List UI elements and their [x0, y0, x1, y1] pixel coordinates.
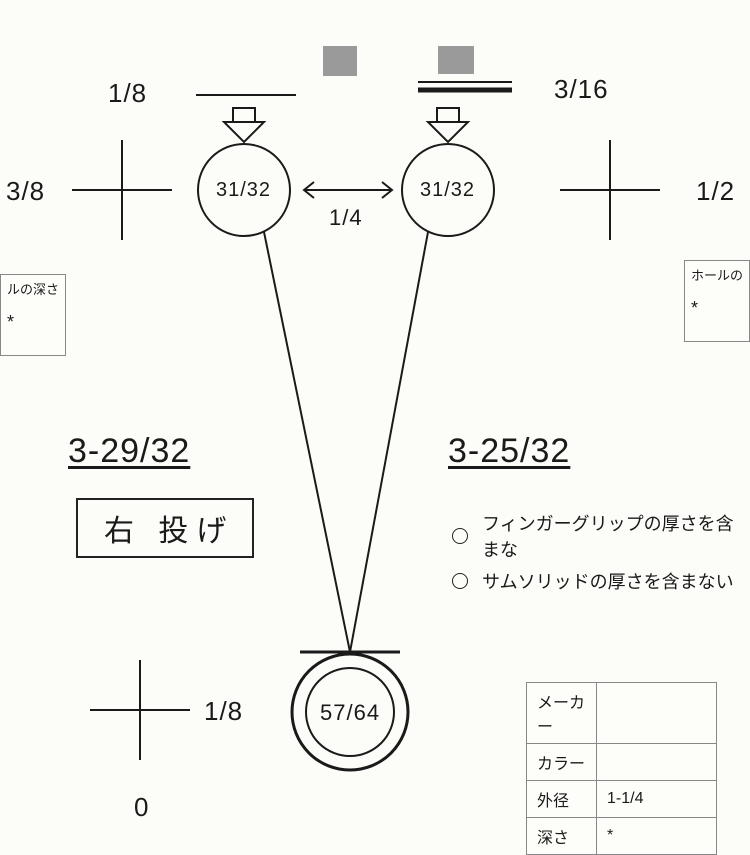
- finger-left-size: 31/32: [216, 179, 271, 202]
- table-row: カラー: [527, 744, 717, 781]
- table-value: 1-1/4: [597, 781, 717, 818]
- table-value: *: [597, 818, 717, 855]
- depth-left-label: ルの深さ: [7, 282, 59, 297]
- table-key: カラー: [527, 744, 597, 781]
- top-left-pitch: 1/8: [108, 78, 147, 109]
- top-right-pitch: 3/16: [554, 74, 609, 105]
- depth-box-left: ルの深さ *: [0, 274, 66, 356]
- depth-right-ast: *: [691, 298, 743, 319]
- note-row-1: フィンガーグリップの厚さを含まな: [452, 510, 750, 562]
- table-key: 深さ: [527, 818, 597, 855]
- thumb-size: 57/64: [320, 700, 380, 726]
- throw-hand-box: 右 投げ: [76, 498, 254, 558]
- span-left: 3-29/32: [68, 432, 190, 471]
- between-fingers: 1/4: [329, 205, 363, 231]
- table-key: 外径: [527, 781, 597, 818]
- depth-box-right: ホールの *: [684, 260, 750, 342]
- table-row: メーカー: [527, 683, 717, 744]
- thumb-bottom-pitch: 0: [134, 792, 149, 823]
- span-right: 3-25/32: [448, 432, 570, 471]
- finger-right-size: 31/32: [420, 179, 475, 202]
- table-body: メーカーカラー外径1-1/4深さ*: [527, 683, 717, 855]
- bullet-icon: [452, 573, 468, 589]
- note-row-2: サムソリッドの厚さを含まない: [452, 568, 734, 594]
- note-2-text: サムソリッドの厚さを含まない: [482, 568, 734, 594]
- right-side-pitch: 1/2: [696, 176, 735, 207]
- table-value: [597, 683, 717, 744]
- depth-left-ast: *: [7, 312, 59, 333]
- bullet-icon: [452, 528, 468, 544]
- left-side-pitch: 3/8: [6, 176, 45, 207]
- throw-hand-text: 右 投げ: [104, 506, 234, 550]
- table-row: 外径1-1/4: [527, 781, 717, 818]
- table-row: 深さ*: [527, 818, 717, 855]
- depth-right-label: ホールの: [691, 268, 743, 283]
- table-value: [597, 744, 717, 781]
- table-key: メーカー: [527, 683, 597, 744]
- thumb-left-pitch: 1/8: [204, 696, 243, 727]
- thumb-info-table: メーカーカラー外径1-1/4深さ*: [526, 682, 717, 855]
- note-1-text: フィンガーグリップの厚さを含まな: [482, 510, 750, 562]
